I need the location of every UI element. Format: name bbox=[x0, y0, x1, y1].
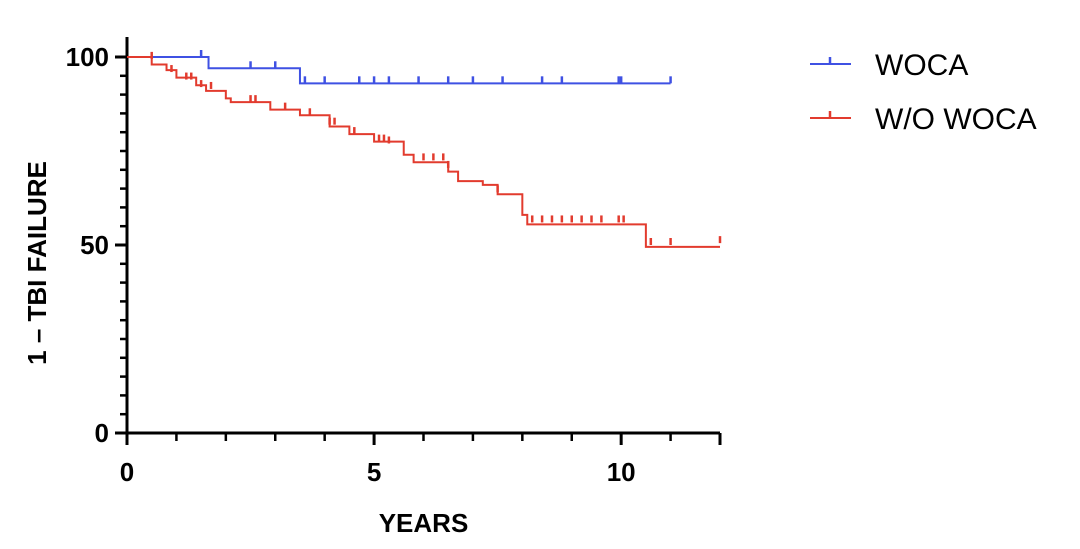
x-tick-label: 5 bbox=[367, 457, 381, 487]
legend-item: WOCA bbox=[810, 49, 968, 82]
y-tick-label: 100 bbox=[66, 42, 109, 72]
legend: WOCA W/O WOCA bbox=[810, 49, 1037, 136]
series-line bbox=[127, 56, 671, 85]
x-tick-label: 10 bbox=[607, 457, 636, 487]
legend-label: WOCA bbox=[875, 49, 968, 82]
y-axis-title: 1 – TBI FAILURE bbox=[22, 161, 52, 365]
series-1 bbox=[127, 50, 672, 85]
series-2 bbox=[127, 51, 722, 248]
legend-item: W/O WOCA bbox=[810, 103, 1037, 136]
y-ticks: 0 50 100 bbox=[66, 42, 127, 448]
legend-label: W/O WOCA bbox=[875, 103, 1037, 136]
y-tick-label: 50 bbox=[80, 230, 109, 260]
axes: 0 50 100 0 5 10 bbox=[66, 37, 722, 487]
x-ticks: 0 5 10 bbox=[120, 433, 722, 487]
series-line bbox=[127, 56, 720, 248]
x-tick-label: 0 bbox=[120, 457, 134, 487]
x-axis-title: YEARS bbox=[379, 508, 469, 538]
y-tick-label: 0 bbox=[95, 418, 109, 448]
plot-series bbox=[127, 50, 722, 248]
